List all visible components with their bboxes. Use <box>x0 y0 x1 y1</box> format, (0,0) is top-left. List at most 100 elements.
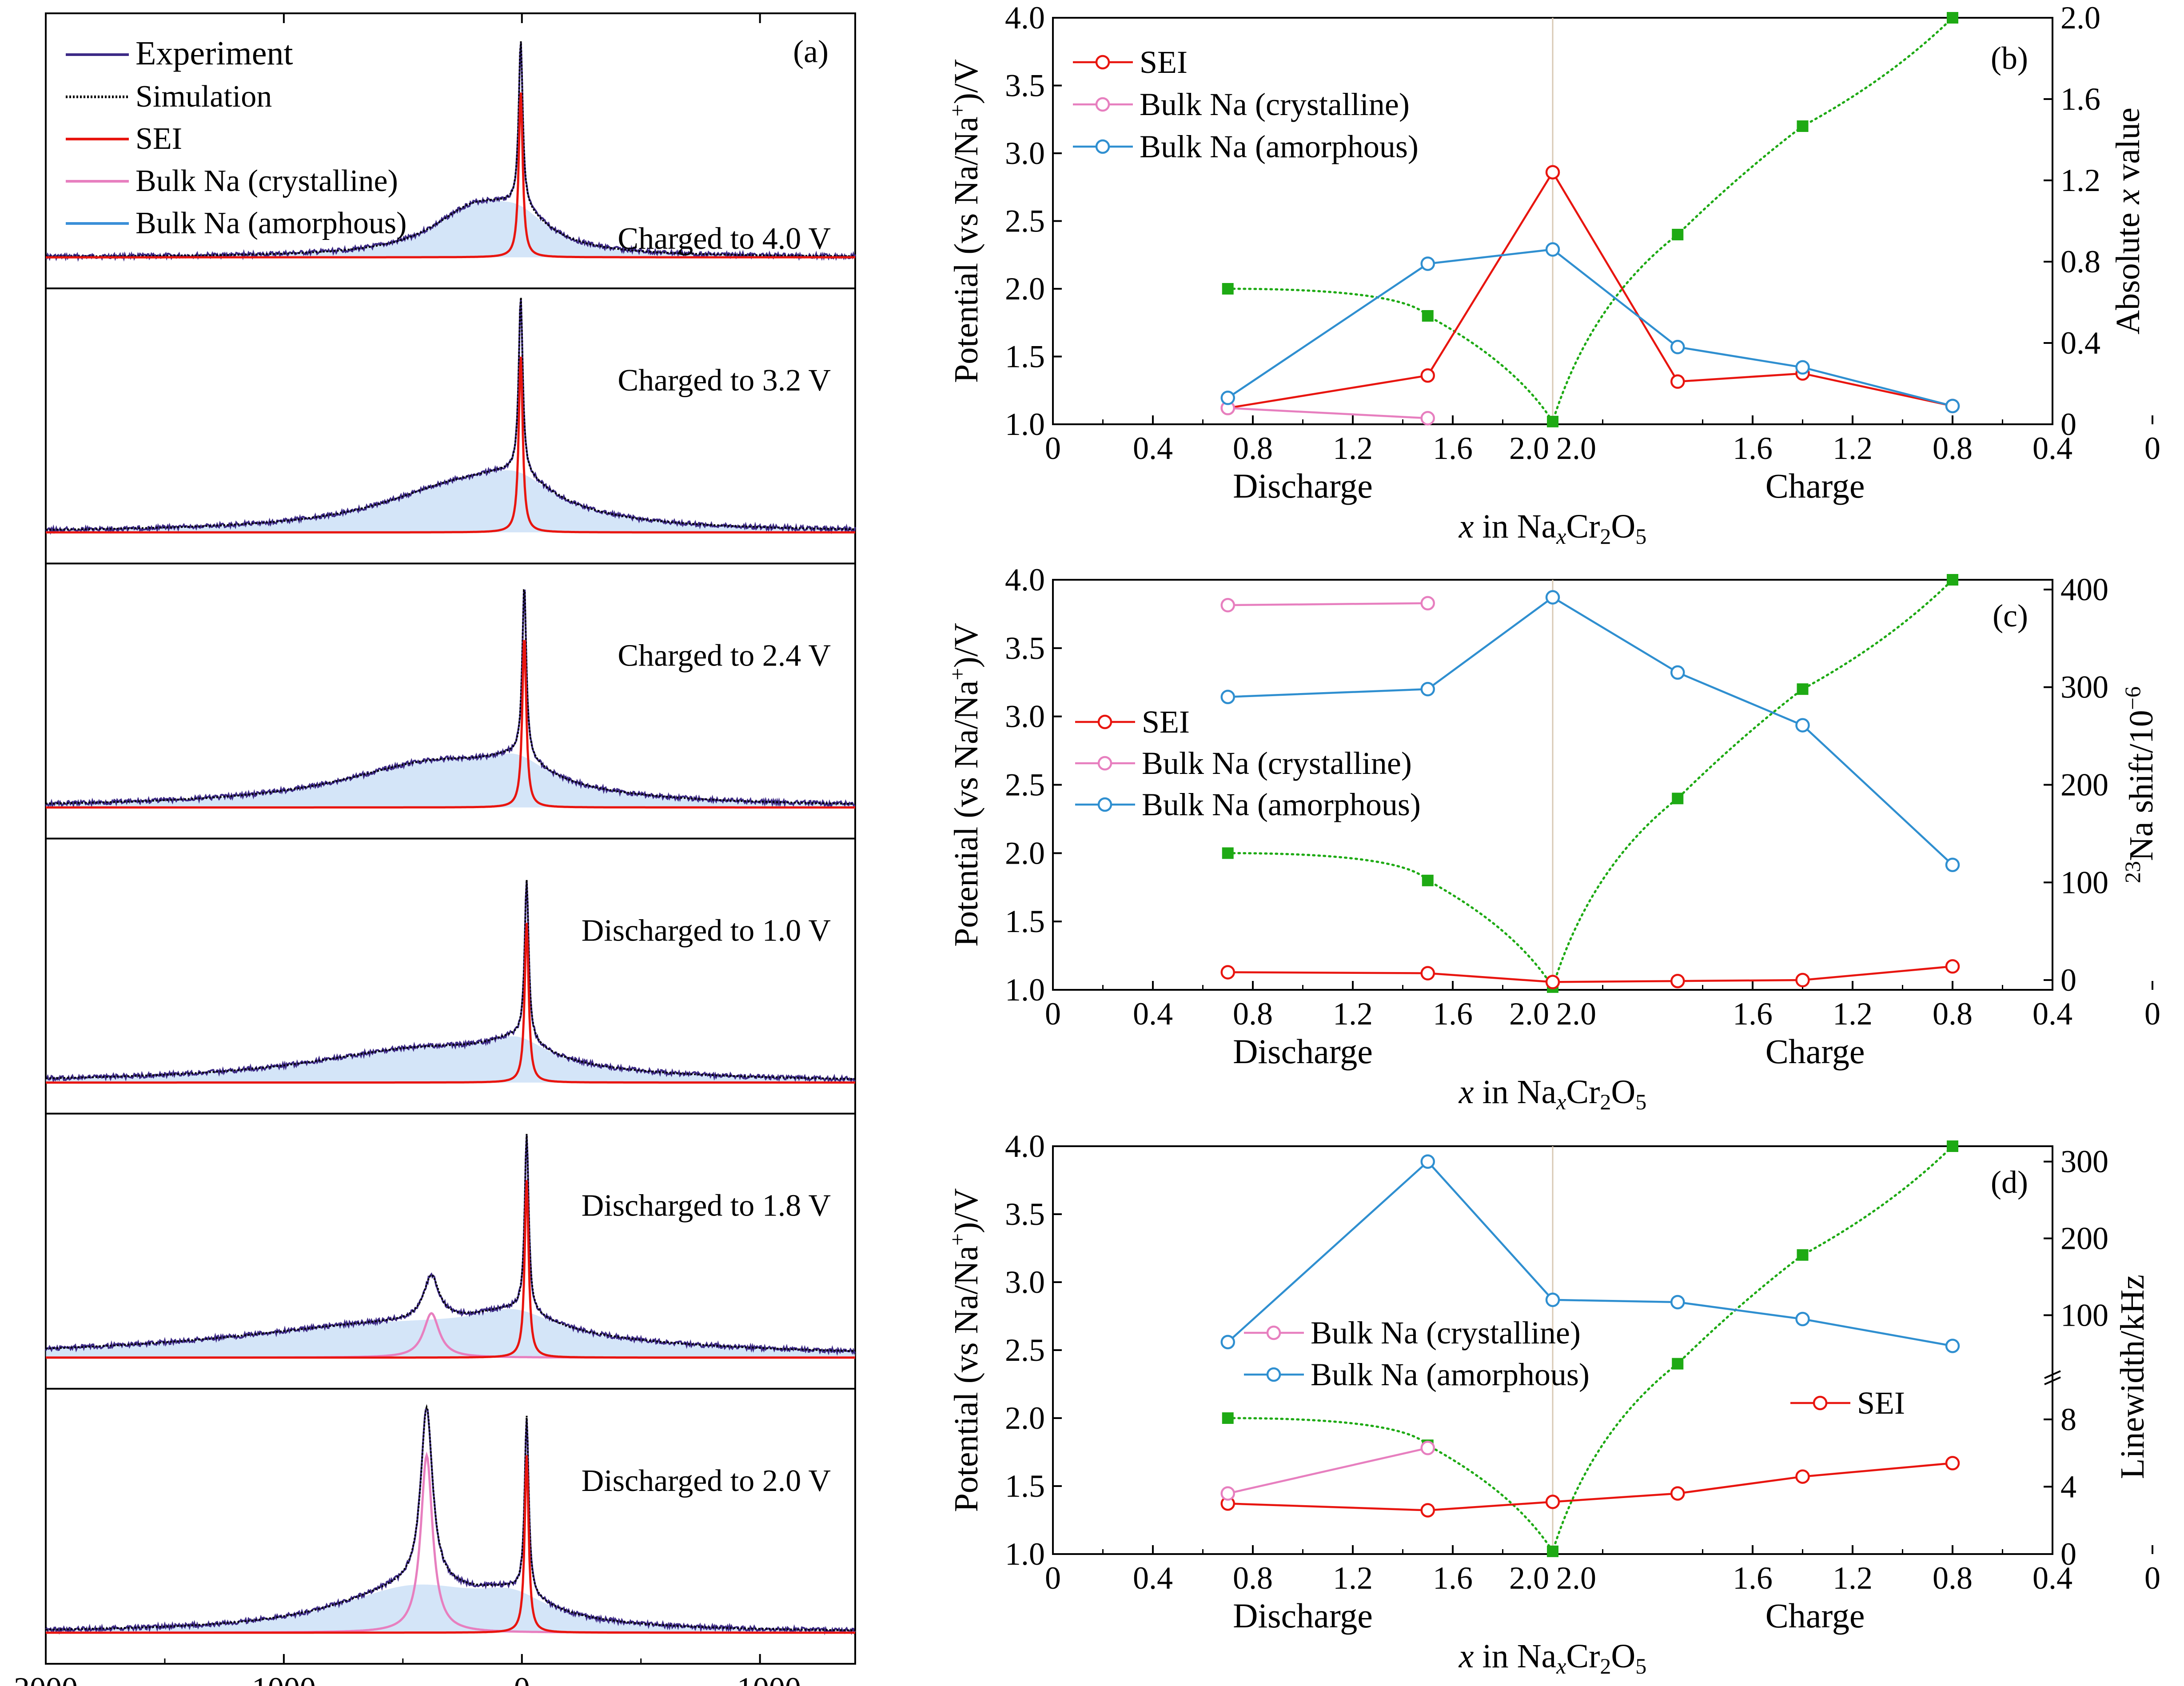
spectrum-3: Charged to 2.4 V <box>45 562 856 809</box>
y-tick-label-right: 100 <box>2060 1297 2108 1333</box>
x-tick-label: 0 <box>2144 996 2160 1032</box>
legend-entry: Bulk Na (crystalline) <box>1140 87 1410 122</box>
potential-marker <box>1947 574 1958 586</box>
x-tick-label: 0 <box>2144 430 2160 466</box>
y-tick-label-right: 300 <box>2060 1144 2108 1180</box>
y-tick-label-left: 2.0 <box>1005 1400 1045 1436</box>
y-tick-label-right: 0 <box>2060 407 2076 442</box>
series-marker <box>1670 339 1685 355</box>
x-tick-label: 1.2 <box>1333 996 1373 1032</box>
legend-entry: Experiment <box>136 35 293 72</box>
series-marker <box>1545 1292 1560 1307</box>
series-marker <box>1420 1441 1435 1455</box>
y-tick-label-right: 0.8 <box>2060 244 2100 279</box>
x-tick-label: 1.2 <box>1833 996 1873 1032</box>
legend-marker <box>1095 139 1110 154</box>
spectrum-5: Discharged to 1.8 V <box>45 1112 856 1359</box>
series-marker <box>1420 411 1435 426</box>
potential-marker <box>1797 683 1809 695</box>
y-axis-label-left: Potential (vs Na/Na+)/V <box>945 1188 985 1512</box>
series-marker <box>1420 368 1435 383</box>
x-tick-label: 0.8 <box>1233 1560 1273 1596</box>
series-marker <box>1670 374 1685 389</box>
panel-a-label: (a) <box>793 34 829 69</box>
series-marker <box>1945 1456 1960 1471</box>
potential-curve <box>1227 16 1954 424</box>
charge-label: Charge <box>1766 1032 1865 1071</box>
amorphous-fill <box>46 1309 855 1358</box>
x-tick-label: 0 <box>1045 996 1061 1032</box>
spectrum-2: Charged to 3.2 V <box>45 287 856 535</box>
x-tick-label: 1.6 <box>1733 430 1773 466</box>
series-line-sei <box>1228 1462 1953 1511</box>
series-marker <box>1545 165 1560 179</box>
y-tick-label-left: 3.0 <box>1005 136 1045 171</box>
series-line-bulk-na-crystalline- <box>1228 407 1428 419</box>
experiment-trace <box>45 1408 856 1635</box>
amorphous-fill <box>46 201 855 258</box>
series-marker <box>1220 1335 1235 1350</box>
x-tick-label: 2.0 <box>1509 1560 1549 1596</box>
y-tick-label-left: 1.5 <box>1005 904 1045 939</box>
series-marker <box>1945 1339 1960 1353</box>
series-marker <box>1795 1469 1810 1484</box>
series-line-bulk-na-crystalline- <box>1228 602 1428 606</box>
y-tick-label-left: 3.0 <box>1005 699 1045 734</box>
y-axis-label-right: Linewidth/kHz <box>2114 1275 2151 1479</box>
x-tick-label: 0 <box>1045 1560 1061 1596</box>
axis-break-mark <box>2044 1376 2061 1385</box>
series-marker <box>1220 391 1235 405</box>
y-tick-label-right: 0 <box>2060 1536 2076 1572</box>
y-tick-label-right: 300 <box>2060 670 2108 705</box>
x-tick-label: 1.2 <box>1833 1560 1873 1596</box>
legend-entry: Simulation <box>136 80 272 114</box>
y-tick-label-left: 1.5 <box>1005 339 1045 375</box>
series-marker <box>1220 1486 1235 1501</box>
y-tick-label-left: 4.0 <box>1005 562 1045 598</box>
legend-marker <box>1097 714 1112 729</box>
series-marker <box>1420 1154 1435 1169</box>
spectrum-1: Charged to 4.0 V <box>45 41 856 262</box>
x-tick-label: 0.4 <box>1133 430 1173 466</box>
legend-marker <box>1266 1325 1281 1340</box>
amorphous-fill <box>46 753 855 808</box>
simulation-trace <box>46 880 855 1080</box>
potential-marker <box>1222 283 1234 295</box>
potential-marker <box>1797 120 1809 132</box>
panel-b: 0 0.4 0.8 1.2 1.6 2.0 2.0 1.6 1.2 0.8 0.4 0Discharg… <box>945 0 2160 549</box>
x-tick-label: 0.4 <box>2033 430 2072 466</box>
panel-c: 0 0.4 0.8 1.2 1.6 2.0 2.0 1.6 1.2 0.8 0.4 0Discharg… <box>945 562 2160 1114</box>
simulation-trace <box>46 297 855 531</box>
series-marker <box>1670 1295 1685 1310</box>
panel-a-xtick-label: 2000 <box>14 1671 78 1686</box>
y-tick-label-right: 2.0 <box>2060 0 2100 36</box>
y-tick-label-left: 1.0 <box>1005 407 1045 442</box>
x-tick-label: 0.8 <box>1933 1560 1973 1596</box>
simulation-trace <box>46 1134 856 1352</box>
amorphous-fill <box>46 470 855 533</box>
spectrum-label: Discharged to 1.0 V <box>582 914 831 948</box>
y-axis-label-right: 23Na shift/10−6 <box>2120 686 2160 883</box>
discharge-label: Discharge <box>1233 466 1373 505</box>
x-axis-label: x in NaxCr2O5 <box>1459 1073 1647 1114</box>
x-tick-label: 1.6 <box>1433 996 1473 1032</box>
y-tick-label-right: 1.6 <box>2060 81 2100 117</box>
series-marker <box>1420 966 1435 981</box>
legend-marker <box>1266 1367 1281 1382</box>
charge-label: Charge <box>1766 1596 1865 1635</box>
x-tick-label: 0.4 <box>2033 996 2072 1032</box>
y-tick-label-right: 0 <box>2060 962 2076 998</box>
potential-curve <box>1227 578 1954 990</box>
axis-break-mark <box>2044 1370 2061 1379</box>
y-tick-label-left: 2.0 <box>1005 835 1045 871</box>
legend-entry: SEI <box>1857 1385 1905 1421</box>
x-tick-label: 0.8 <box>1233 430 1273 466</box>
x-axis-label: x in NaxCr2O5 <box>1459 508 1647 549</box>
amorphous-fill <box>46 1584 855 1633</box>
legend-marker <box>1095 55 1110 70</box>
amorphous-fill <box>46 1036 855 1083</box>
potential-marker <box>1947 12 1958 24</box>
potential-marker <box>1547 1545 1558 1557</box>
x-tick-label: 0.8 <box>1233 996 1273 1032</box>
